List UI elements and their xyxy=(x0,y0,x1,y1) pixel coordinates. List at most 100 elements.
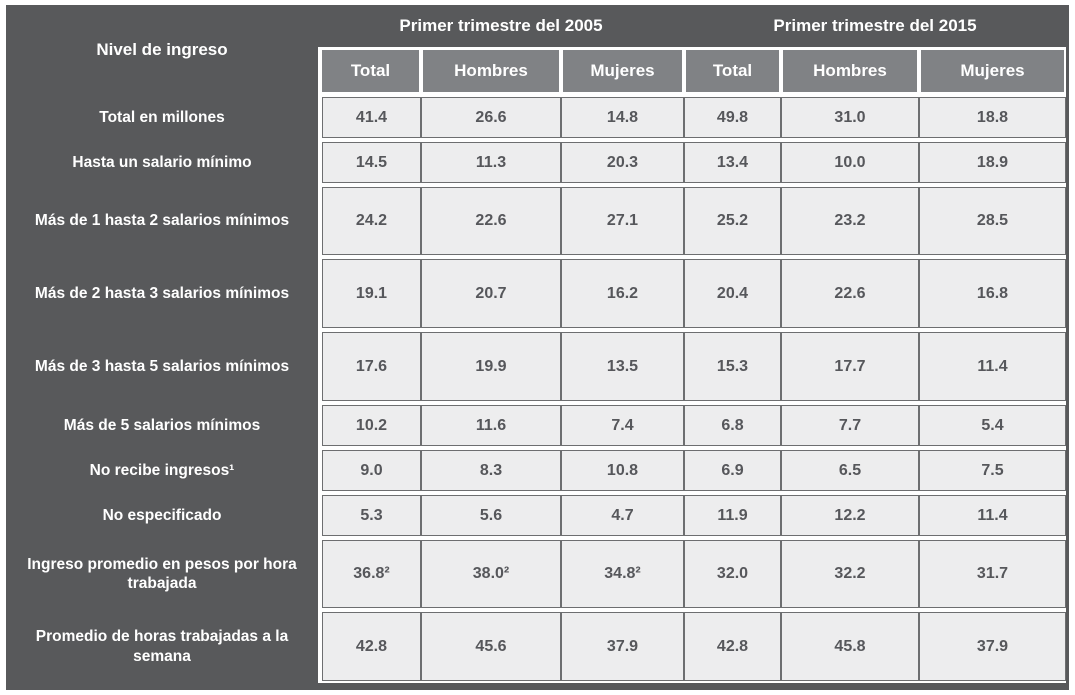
table-cell: 31.7 xyxy=(919,538,1066,610)
column-header-label: Total xyxy=(350,61,391,80)
cell-value: 27.1 xyxy=(606,212,639,229)
cell-value: 15.3 xyxy=(716,357,749,375)
table-cell: 17.6 xyxy=(318,330,421,403)
column-header-label: Total xyxy=(712,61,753,80)
column-header-total-2005: Total xyxy=(318,47,421,95)
row-header-label: Más de 2 hasta 3 salarios mínimos xyxy=(34,284,290,302)
table-cell: 36.8² xyxy=(318,538,421,610)
cell-value: 9.0 xyxy=(360,461,383,479)
table-cell: 14.5 xyxy=(318,140,421,185)
column-header-total-2015: Total xyxy=(684,47,781,95)
table-cell: 37.9 xyxy=(561,610,684,683)
table-cell: 10.0 xyxy=(781,140,919,185)
column-group-header-2015-label: Primer trimestre del 2015 xyxy=(773,16,977,35)
cell-value: 5.6 xyxy=(479,506,503,524)
income-table: Nivel de ingreso Primer trimestre del 20… xyxy=(6,5,1069,690)
cell-value: 18.9 xyxy=(976,153,1009,171)
table-cell: 32.0 xyxy=(684,538,781,610)
cell-value: 6.8 xyxy=(721,416,744,434)
table-cell: 28.5 xyxy=(919,185,1066,257)
table-cell: 20.7 xyxy=(421,257,561,330)
table-cell: 42.8 xyxy=(318,610,421,683)
cell-value: 20.4 xyxy=(716,284,749,302)
cell-value: 11.9 xyxy=(717,506,748,524)
column-header-label: Hombres xyxy=(454,61,528,80)
cell-value: 11.4 xyxy=(977,506,1008,524)
row-header-label: Ingreso promedio en pesos por hora traba… xyxy=(27,555,297,592)
cell-value: 8.3 xyxy=(479,461,503,479)
table-cell: 22.6 xyxy=(421,185,561,257)
row-header: Promedio de horas trabajadas a la semana xyxy=(6,610,318,683)
table-cell: 7.4 xyxy=(561,403,684,448)
row-header: Más de 5 salarios mínimos xyxy=(6,403,318,448)
table-cell: 13.4 xyxy=(684,140,781,185)
cell-value: 11.3 xyxy=(475,153,507,171)
cell-value: 24.2 xyxy=(355,212,388,229)
table-cell: 7.7 xyxy=(781,403,919,448)
cell-value: 22.6 xyxy=(834,284,866,302)
stub-header: Nivel de ingreso xyxy=(6,5,318,95)
cell-value: 11.6 xyxy=(475,416,507,434)
table-cell: 11.4 xyxy=(919,493,1066,538)
cell-value: 5.4 xyxy=(981,416,1004,434)
row-header-label: Promedio de horas trabajadas a la semana xyxy=(35,628,289,665)
row-header: No recibe ingresos¹ xyxy=(6,448,318,493)
cell-value: 20.7 xyxy=(475,284,507,302)
cell-value: 6.5 xyxy=(838,461,862,479)
cell-value: 32.2 xyxy=(834,565,866,582)
table-cell: 20.3 xyxy=(561,140,684,185)
cell-value: 13.5 xyxy=(606,357,639,375)
cell-value: 31.0 xyxy=(834,108,866,126)
row-header-label: Más de 3 hasta 5 salarios mínimos xyxy=(34,357,290,375)
table-cell: 45.8 xyxy=(781,610,919,683)
cell-value: 45.6 xyxy=(475,637,507,655)
table-cell: 24.2 xyxy=(318,185,421,257)
table-cell: 16.8 xyxy=(919,257,1066,330)
cell-value: 16.2 xyxy=(606,284,639,302)
income-table-grid: Nivel de ingreso Primer trimestre del 20… xyxy=(6,5,1066,683)
cell-value: 45.8 xyxy=(834,637,866,655)
row-header: Más de 3 hasta 5 salarios mínimos xyxy=(6,330,318,403)
table-cell: 25.2 xyxy=(684,185,781,257)
table-cell: 7.5 xyxy=(919,448,1066,493)
cell-value: 4.7 xyxy=(611,506,634,524)
column-header-mujeres-2015: Mujeres xyxy=(919,47,1066,95)
table-cell: 49.8 xyxy=(684,95,781,140)
table-cell: 6.8 xyxy=(684,403,781,448)
table-cell: 10.2 xyxy=(318,403,421,448)
cell-value: 42.8 xyxy=(355,637,388,655)
column-header-label: Mujeres xyxy=(960,61,1025,80)
column-header-hombres-2015: Hombres xyxy=(781,47,919,95)
column-group-header-2005-label: Primer trimestre del 2005 xyxy=(399,16,603,35)
cell-value: 7.4 xyxy=(611,416,634,434)
table-cell: 13.5 xyxy=(561,330,684,403)
table-cell: 18.8 xyxy=(919,95,1066,140)
table-cell: 16.2 xyxy=(561,257,684,330)
table-cell: 11.4 xyxy=(919,330,1066,403)
table-cell: 41.4 xyxy=(318,95,421,140)
row-header-label: Más de 5 salarios mínimos xyxy=(63,416,261,434)
table-cell: 18.9 xyxy=(919,140,1066,185)
cell-value: 20.3 xyxy=(606,153,639,171)
cell-value: 28.5 xyxy=(976,212,1009,229)
table-cell: 4.7 xyxy=(561,493,684,538)
table-cell: 11.3 xyxy=(421,140,561,185)
stub-header-label: Nivel de ingreso xyxy=(96,40,228,59)
cell-value: 11.4 xyxy=(977,357,1008,375)
cell-value: 7.5 xyxy=(981,461,1004,479)
cell-value: 14.5 xyxy=(355,153,388,171)
column-header-label: Hombres xyxy=(813,61,887,80)
cell-value: 22.6 xyxy=(475,212,507,229)
table-cell: 27.1 xyxy=(561,185,684,257)
cell-value: 18.8 xyxy=(976,108,1009,126)
cell-value: 32.0 xyxy=(716,565,749,582)
cell-value: 49.8 xyxy=(716,108,749,126)
cell-value: 5.3 xyxy=(360,506,383,524)
cell-value: 34.8² xyxy=(604,565,641,582)
table-cell: 5.4 xyxy=(919,403,1066,448)
table-cell: 11.6 xyxy=(421,403,561,448)
table-cell: 19.1 xyxy=(318,257,421,330)
table-cell: 20.4 xyxy=(684,257,781,330)
row-header-label: Más de 1 hasta 2 salarios mínimos xyxy=(34,212,290,230)
table-cell: 34.8² xyxy=(561,538,684,610)
